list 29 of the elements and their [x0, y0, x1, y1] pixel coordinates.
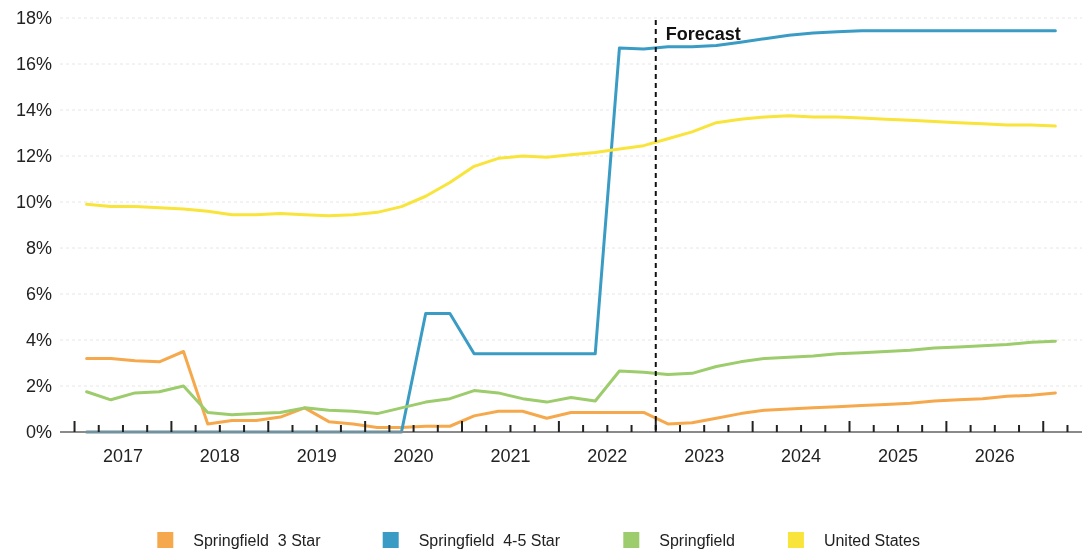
- line-series: [85, 29, 1057, 434]
- x-tick-label: 2023: [684, 446, 725, 466]
- line-series: [85, 339, 1057, 417]
- x-tick-label: 2021: [490, 446, 531, 466]
- y-tick-label: 10%: [15, 192, 52, 213]
- x-tick-label: 2022: [587, 446, 628, 466]
- x-tick-label: 2026: [974, 446, 1015, 466]
- legend-label: United States: [823, 531, 920, 549]
- x-tick-label: 2018: [199, 446, 240, 466]
- x-tick-label: 2020: [393, 446, 434, 466]
- y-tick-label: 16%: [15, 54, 52, 75]
- ref-line-label: Forecast: [665, 24, 741, 44]
- y-tick-label: 4%: [25, 330, 52, 351]
- x-tick-label: 2017: [102, 446, 143, 466]
- y-tick-label: 18%: [15, 8, 52, 29]
- y-tick-label: 2%: [25, 376, 52, 397]
- legend-label: Springfield 3 Star: [193, 531, 322, 549]
- legend-label: Springfield: [659, 531, 735, 549]
- x-tick-label: 2024: [781, 446, 822, 466]
- x-tick-label: 2025: [877, 446, 918, 466]
- y-tick-label: 14%: [15, 100, 52, 121]
- y-tick-label: 12%: [15, 146, 52, 167]
- legend-label: Springfield 4-5 Star: [418, 531, 561, 549]
- y-tick-label: 0%: [25, 422, 52, 443]
- line-series: [85, 350, 1057, 429]
- x-tick-label: 2019: [296, 446, 337, 466]
- line-series: [85, 114, 1057, 218]
- y-tick-label: 6%: [25, 284, 52, 305]
- y-tick-label: 8%: [25, 238, 52, 259]
